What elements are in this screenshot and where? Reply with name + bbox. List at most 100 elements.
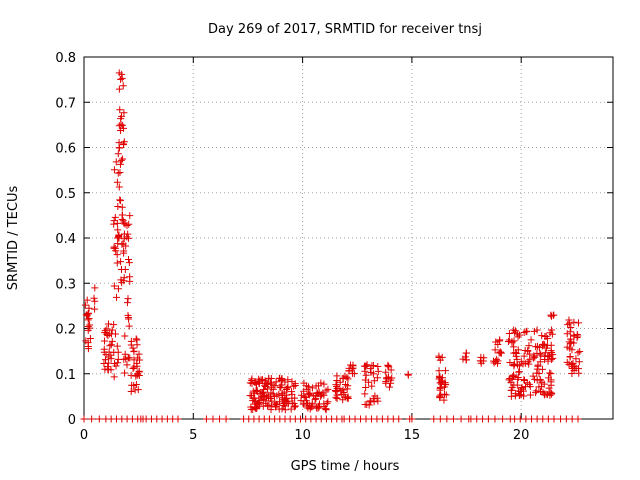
data-point xyxy=(174,415,182,423)
data-point xyxy=(530,354,538,362)
data-point xyxy=(484,415,492,423)
data-point xyxy=(88,415,96,423)
data-point xyxy=(104,320,112,328)
data-point xyxy=(126,277,134,285)
data-point xyxy=(113,178,121,186)
data-point xyxy=(491,415,499,423)
data-point xyxy=(349,361,357,369)
data-point xyxy=(515,368,523,376)
data-point xyxy=(340,391,348,399)
data-point xyxy=(216,415,224,423)
data-point xyxy=(314,402,322,410)
data-point xyxy=(385,383,393,391)
data-point xyxy=(119,82,127,90)
data-point xyxy=(271,382,279,390)
data-point xyxy=(278,405,286,413)
data-point xyxy=(130,347,138,355)
data-point xyxy=(115,85,123,93)
data-point xyxy=(366,365,374,373)
data-point xyxy=(547,381,555,389)
data-point xyxy=(564,321,572,329)
data-point xyxy=(278,390,286,398)
data-point xyxy=(114,226,122,234)
data-point xyxy=(117,258,125,266)
data-point xyxy=(114,169,122,177)
data-point xyxy=(361,367,369,375)
data-point xyxy=(259,386,267,394)
data-point xyxy=(115,183,123,191)
data-point xyxy=(547,311,555,319)
data-point xyxy=(255,399,263,407)
data-point xyxy=(301,394,309,402)
data-point xyxy=(127,341,135,349)
data-point xyxy=(497,349,505,357)
data-point xyxy=(570,318,578,326)
data-point xyxy=(91,284,99,292)
data-point xyxy=(440,390,448,398)
data-point xyxy=(505,329,513,337)
data-point xyxy=(544,374,552,382)
data-point xyxy=(108,337,116,345)
data-point xyxy=(537,351,545,359)
data-point xyxy=(344,393,352,401)
data-point xyxy=(91,297,99,305)
data-point xyxy=(100,348,108,356)
y-tick-label: 0.3 xyxy=(55,277,76,292)
data-point xyxy=(84,345,92,353)
data-point xyxy=(117,75,125,83)
y-tick-label: 0.4 xyxy=(55,232,76,247)
data-point xyxy=(111,330,119,338)
data-point xyxy=(548,326,556,334)
data-point xyxy=(246,391,254,399)
data-point xyxy=(576,348,584,356)
data-point xyxy=(114,359,122,367)
data-point xyxy=(122,242,130,250)
data-point xyxy=(250,389,258,397)
data-point xyxy=(116,196,124,204)
data-point xyxy=(574,319,582,327)
data-point xyxy=(532,387,540,395)
data-point xyxy=(512,352,520,360)
data-point xyxy=(517,358,525,366)
data-point xyxy=(271,399,279,407)
data-point xyxy=(521,359,529,367)
y-tick-label: 0 xyxy=(68,413,76,428)
data-point xyxy=(279,396,287,404)
data-point xyxy=(248,375,256,383)
data-point xyxy=(542,332,550,340)
data-point xyxy=(437,378,445,386)
data-point xyxy=(536,358,544,366)
data-point xyxy=(368,362,376,370)
data-point xyxy=(82,337,90,345)
data-point xyxy=(521,376,529,384)
data-point xyxy=(499,415,507,423)
data-point xyxy=(272,378,280,386)
data-point xyxy=(101,337,109,345)
data-point xyxy=(118,211,126,219)
data-point xyxy=(575,369,583,377)
data-point xyxy=(288,394,296,402)
data-point xyxy=(132,335,140,343)
data-point xyxy=(284,376,292,384)
data-point xyxy=(520,352,528,360)
data-point xyxy=(514,361,522,369)
data-point xyxy=(567,335,575,343)
data-point xyxy=(440,396,448,404)
x-tick-label: 15 xyxy=(404,428,421,443)
data-point xyxy=(308,384,316,392)
data-point xyxy=(322,405,330,413)
data-point xyxy=(575,358,583,366)
data-point xyxy=(513,330,521,338)
data-point xyxy=(518,385,526,393)
data-point xyxy=(127,388,135,396)
data-point xyxy=(110,220,118,228)
data-point xyxy=(537,388,545,396)
data-point xyxy=(124,230,132,238)
data-point xyxy=(222,415,230,423)
data-point xyxy=(125,259,133,267)
data-point xyxy=(277,377,285,385)
data-point xyxy=(113,342,121,350)
data-point xyxy=(569,359,577,367)
data-point xyxy=(514,375,522,383)
data-point xyxy=(127,371,135,379)
